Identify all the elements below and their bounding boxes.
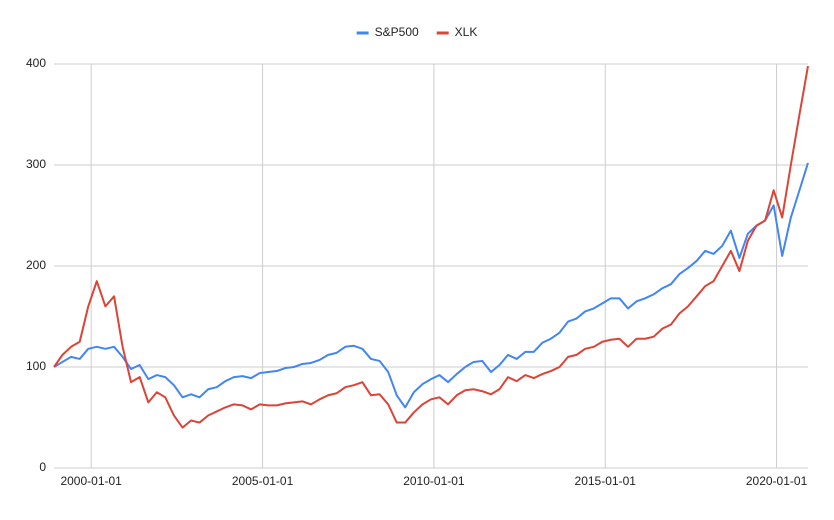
legend-label: XLK: [455, 25, 478, 39]
x-tick-label: 2000-01-01: [60, 474, 122, 488]
y-tick-label: 100: [26, 359, 46, 373]
legend-label: S&P500: [375, 25, 419, 39]
y-tick-label: 300: [26, 157, 46, 171]
series-line: [53, 65, 809, 429]
x-tick-label: 2010-01-01: [403, 474, 465, 488]
y-tick-label: 0: [39, 460, 46, 474]
legend: S&P500 XLK: [356, 25, 478, 39]
y-tick-label: 200: [26, 258, 46, 272]
x-tick-label: 2015-01-01: [575, 474, 637, 488]
x-tick-label: 2020-01-01: [746, 474, 808, 488]
x-tick-label: 2005-01-01: [232, 474, 294, 488]
y-tick-label: 400: [26, 56, 46, 70]
series-line: [53, 162, 809, 409]
